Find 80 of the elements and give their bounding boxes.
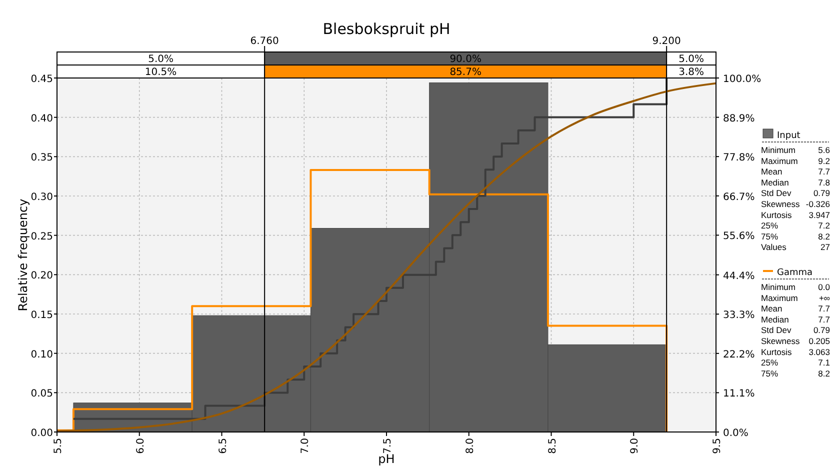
x-tick-label: 8.0 xyxy=(464,438,476,454)
data-label: 0.79 xyxy=(813,325,830,336)
data-label: 5.6 xyxy=(818,145,830,155)
legend-label: Gamma xyxy=(777,268,813,278)
y-tick-label: 0.45 xyxy=(30,74,53,85)
y-tick-label: 0.30 xyxy=(30,192,53,203)
y2-tick-label: 11.1% xyxy=(723,388,755,400)
y2-tick-label: 33.3% xyxy=(723,310,755,322)
category-label: Kurtosis xyxy=(761,210,792,220)
y-tick-label: 0.05 xyxy=(30,388,53,400)
category-label: 75% xyxy=(761,368,778,378)
data-label: 7.7 xyxy=(818,304,830,314)
category-label: Minimum xyxy=(761,282,796,292)
data-label: 0.205 xyxy=(808,336,830,346)
y-tick-label: 0.15 xyxy=(30,310,53,321)
y-tick-label: 0.00 xyxy=(30,428,53,439)
category-label: 75% xyxy=(761,231,778,242)
x-tick-label: 8.5 xyxy=(547,438,558,454)
chart-title: Blesbokspruit pH xyxy=(322,20,450,38)
category-label: Median xyxy=(761,314,789,324)
data-label: 7.7 xyxy=(818,314,830,324)
data-label: 27 xyxy=(820,242,830,252)
category-label: Maximum xyxy=(761,156,798,166)
y2-tick-label: 66.7% xyxy=(723,192,755,203)
y-axis-title: Relative frequency xyxy=(16,198,30,312)
y-tick-label: 0.40 xyxy=(30,113,53,124)
data-label: 0.79 xyxy=(813,188,830,198)
data-label: 7.8 xyxy=(818,177,830,188)
y2-tick-label: 22.2% xyxy=(723,349,755,360)
text: 10.5% xyxy=(144,67,177,78)
category-label: Skewness xyxy=(761,336,800,346)
category-label: Minimum xyxy=(761,145,796,155)
data-label: 3.947 xyxy=(808,210,830,220)
data-label: 7.1 xyxy=(818,358,830,368)
category-label: Kurtosis xyxy=(761,346,792,357)
y2-tick-label: 100.0% xyxy=(723,74,762,85)
x-tick-label: 9.0 xyxy=(630,438,641,454)
category-label: Std Dev xyxy=(761,325,792,336)
y2-tick-label: 55.6% xyxy=(723,231,755,242)
x-tick-label: 6.0 xyxy=(135,438,146,454)
y-tick-label: 0.35 xyxy=(30,152,53,164)
data-label: -0.326 xyxy=(806,199,830,209)
data-label: +∞ xyxy=(818,292,830,303)
data-label: 7.7 xyxy=(818,166,830,177)
data-label: 7.2 xyxy=(818,220,830,231)
category-label: Mean xyxy=(761,166,783,177)
category-label: Maximum xyxy=(761,292,798,303)
x-tick-label: 5.5 xyxy=(53,438,64,454)
data-label: 9.2 xyxy=(818,156,830,166)
y2-tick-label: 0.0% xyxy=(723,428,748,439)
x-tick-label: 7.0 xyxy=(300,438,312,454)
ref-line-label: 6.760 xyxy=(250,36,279,47)
y-tick-label: 0.20 xyxy=(30,270,53,282)
text: 3.8% xyxy=(678,67,704,78)
text: 85.7% xyxy=(450,67,482,78)
y2-tick-label: 77.8% xyxy=(723,152,755,164)
x-tick-label: 9.5 xyxy=(712,438,723,454)
y-tick-label: 0.25 xyxy=(30,231,53,242)
text: 5.0% xyxy=(148,54,174,65)
category-label: Values xyxy=(761,242,786,252)
text: 5.0% xyxy=(678,54,704,65)
y2-tick-label: 88.9% xyxy=(723,113,755,124)
ref-line-label: 9.200 xyxy=(652,36,681,47)
data-label: 0.0 xyxy=(818,282,830,292)
legend-label: Input xyxy=(777,131,801,141)
text: 90.0% xyxy=(450,54,482,65)
x-axis-title: pH xyxy=(378,452,395,466)
category-label: Skewness xyxy=(761,199,800,209)
data-label: 8.2 xyxy=(818,368,830,378)
category-label: Median xyxy=(761,177,790,188)
y2-tick-label: 44.4% xyxy=(723,270,755,282)
data-label: 8.2 xyxy=(818,231,830,242)
category-label: 25% xyxy=(761,358,778,368)
category-label: Std Dev xyxy=(761,188,792,198)
x-tick-label: 6.5 xyxy=(218,438,229,454)
y-tick-label: 0.10 xyxy=(30,349,53,360)
data-label: 3.063 xyxy=(808,346,830,357)
x-tick-label: 7.5 xyxy=(382,438,394,454)
category-label: 25% xyxy=(761,220,778,231)
category-label: Mean xyxy=(761,304,782,314)
